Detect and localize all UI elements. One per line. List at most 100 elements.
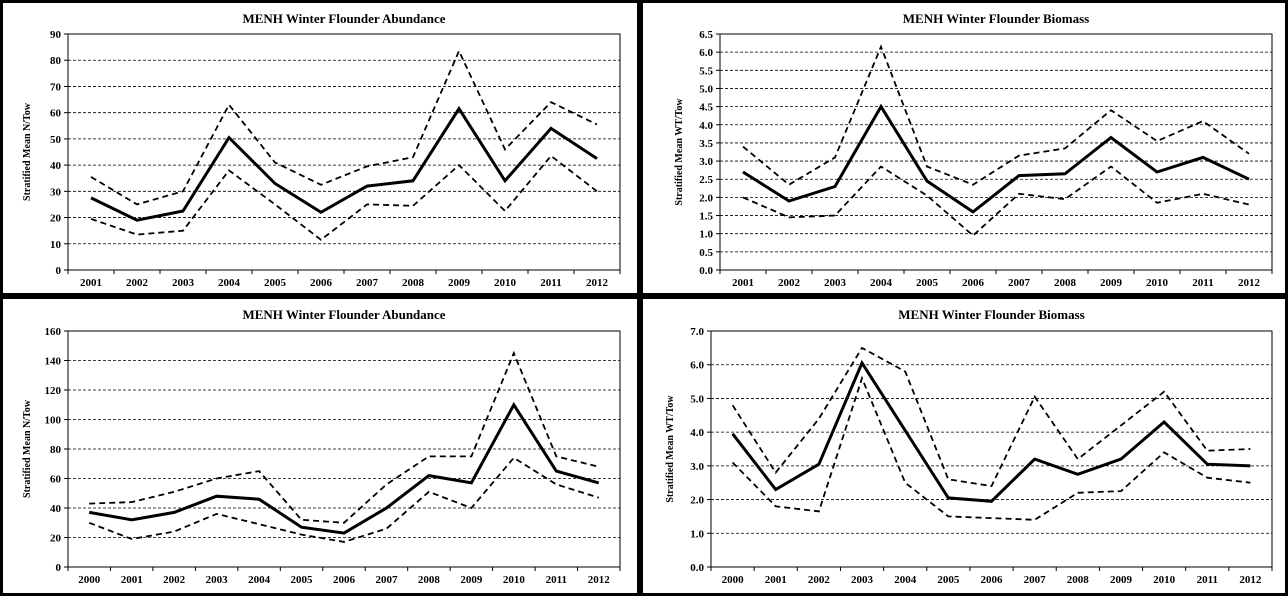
x-tick-label: 2009 xyxy=(1110,574,1133,586)
x-tick-label: 2007 xyxy=(1024,574,1047,586)
x-tick-label: 2003 xyxy=(851,574,874,586)
y-axis-label: Stratified Mean WT/Tow xyxy=(674,98,685,206)
x-tick-label: 2008 xyxy=(1067,574,1090,586)
chart-panel-abundance-2001: MENH Winter Flounder Abundance Stratified… xyxy=(0,0,640,296)
x-tick-label: 2012 xyxy=(1239,574,1262,586)
y-tick-label: 0.5 xyxy=(699,247,713,259)
series-line-dashed-lower xyxy=(731,375,1251,521)
y-tick-label: 6.0 xyxy=(690,360,704,372)
x-tick-label: 2010 xyxy=(503,574,526,586)
chart-panel-abundance-2000: MENH Winter Flounder Abundance Stratified… xyxy=(0,296,640,596)
y-tick-label: 4.0 xyxy=(699,120,713,132)
x-tick-label: 2006 xyxy=(962,277,985,289)
y-tick-label: 2.0 xyxy=(699,192,713,204)
series-line-dashed-upper xyxy=(90,48,598,206)
y-tick-label: 140 xyxy=(45,356,62,368)
y-axis-label: Stratified Mean N/Tow xyxy=(22,102,33,201)
x-tick-label: 2007 xyxy=(1008,277,1031,289)
chart-title: MENH Winter Flounder Biomass xyxy=(903,11,1089,26)
y-tick-label: 0.0 xyxy=(690,562,704,574)
series-line-dashed-lower xyxy=(742,165,1250,237)
y-tick-label: 5.5 xyxy=(699,65,713,77)
series-line-solid-thick xyxy=(742,103,1250,214)
x-tick-label: 2006 xyxy=(310,277,333,289)
plot-area xyxy=(67,33,621,271)
x-tick-label: 2008 xyxy=(1054,277,1077,289)
x-tick-label: 2002 xyxy=(126,277,149,289)
x-tick-label: 2005 xyxy=(916,277,939,289)
series-line-solid-thick xyxy=(88,401,600,535)
plot-area xyxy=(719,33,1273,271)
series-line-dashed-lower xyxy=(88,456,600,543)
chart-panel-biomass-2000: MENH Winter Flounder Biomass Stratified M… xyxy=(640,296,1288,596)
y-tick-label: 50 xyxy=(50,134,62,146)
x-tick-label: 2011 xyxy=(1197,574,1218,586)
x-tick-label: 2000 xyxy=(78,574,101,586)
y-tick-label: 160 xyxy=(45,326,62,338)
y-tick-label: 30 xyxy=(50,186,62,198)
x-tick-label: 2007 xyxy=(356,277,379,289)
y-tick-label: 40 xyxy=(50,160,62,172)
x-tick-label: 2000 xyxy=(722,574,745,586)
x-tick-label: 2002 xyxy=(163,574,186,586)
y-tick-label: 70 xyxy=(50,81,62,93)
x-tick-label: 2001 xyxy=(121,574,143,586)
y-tick-label: 60 xyxy=(50,108,62,120)
y-tick-label: 2.0 xyxy=(690,495,704,507)
x-tick-label: 2011 xyxy=(1192,277,1213,289)
chart-title: MENH Winter Flounder Biomass xyxy=(898,307,1084,322)
y-tick-label: 90 xyxy=(50,29,62,41)
y-tick-label: 5.0 xyxy=(699,83,713,95)
x-tick-label: 2010 xyxy=(494,277,517,289)
series-line-solid-thick xyxy=(731,359,1251,503)
y-tick-label: 0 xyxy=(56,562,62,574)
y-tick-label: 1.0 xyxy=(690,528,704,540)
x-tick-label: 2011 xyxy=(546,574,567,586)
chart-panel-biomass-2001: MENH Winter Flounder Biomass Stratified M… xyxy=(640,0,1288,296)
series-line-dashed-upper xyxy=(89,350,600,524)
x-tick-label: 2007 xyxy=(375,574,398,586)
y-tick-label: 1.0 xyxy=(699,229,713,241)
y-axis-label: Stratified Mean N/Tow xyxy=(22,399,33,498)
biomass-chart-2000: MENH Winter Flounder Biomass Stratified M… xyxy=(665,307,1273,586)
y-tick-label: 80 xyxy=(50,444,62,456)
x-tick-label: 2001 xyxy=(80,277,102,289)
y-tick-label: 6.0 xyxy=(699,47,713,59)
x-tick-label: 2001 xyxy=(765,574,787,586)
y-tick-label: 1.5 xyxy=(699,211,713,223)
y-tick-label: 4.5 xyxy=(699,102,713,114)
abundance-chart-2000: MENH Winter Flounder Abundance Stratified… xyxy=(22,307,621,586)
y-tick-label: 40 xyxy=(50,503,62,515)
x-tick-label: 2012 xyxy=(588,574,611,586)
chart-title: MENH Winter Flounder Abundance xyxy=(242,307,445,322)
x-tick-label: 2002 xyxy=(808,574,831,586)
x-tick-label: 2012 xyxy=(1238,277,1261,289)
x-tick-label: 2011 xyxy=(540,277,561,289)
y-tick-label: 3.5 xyxy=(699,138,713,150)
y-tick-label: 20 xyxy=(50,213,62,225)
y-tick-label: 100 xyxy=(45,415,62,427)
x-tick-label: 2001 xyxy=(732,277,754,289)
x-tick-label: 2003 xyxy=(824,277,847,289)
y-tick-label: 7.0 xyxy=(690,326,704,338)
y-axis-label: Stratified Mean WT/Tow xyxy=(665,395,676,503)
x-tick-label: 2006 xyxy=(981,574,1004,586)
x-tick-label: 2004 xyxy=(894,574,917,586)
x-tick-label: 2005 xyxy=(937,574,960,586)
y-tick-label: 0 xyxy=(56,265,62,277)
x-tick-label: 2009 xyxy=(448,277,471,289)
x-tick-label: 2004 xyxy=(870,277,893,289)
series-line-dashed-upper xyxy=(742,44,1250,186)
y-tick-label: 0.0 xyxy=(699,265,713,277)
x-tick-label: 2004 xyxy=(248,574,271,586)
abundance-chart-2001: MENH Winter Flounder Abundance Stratified… xyxy=(22,11,621,289)
x-tick-label: 2005 xyxy=(291,574,314,586)
y-tick-label: 120 xyxy=(45,385,62,397)
biomass-chart-2001: MENH Winter Flounder Biomass Stratified M… xyxy=(674,11,1273,289)
plot-area xyxy=(710,330,1273,568)
y-tick-label: 6.5 xyxy=(699,29,713,41)
x-tick-label: 2010 xyxy=(1146,277,1169,289)
x-tick-label: 2003 xyxy=(206,574,229,586)
series-line-solid-thick xyxy=(90,105,598,222)
series-line-dashed-upper xyxy=(731,346,1251,488)
